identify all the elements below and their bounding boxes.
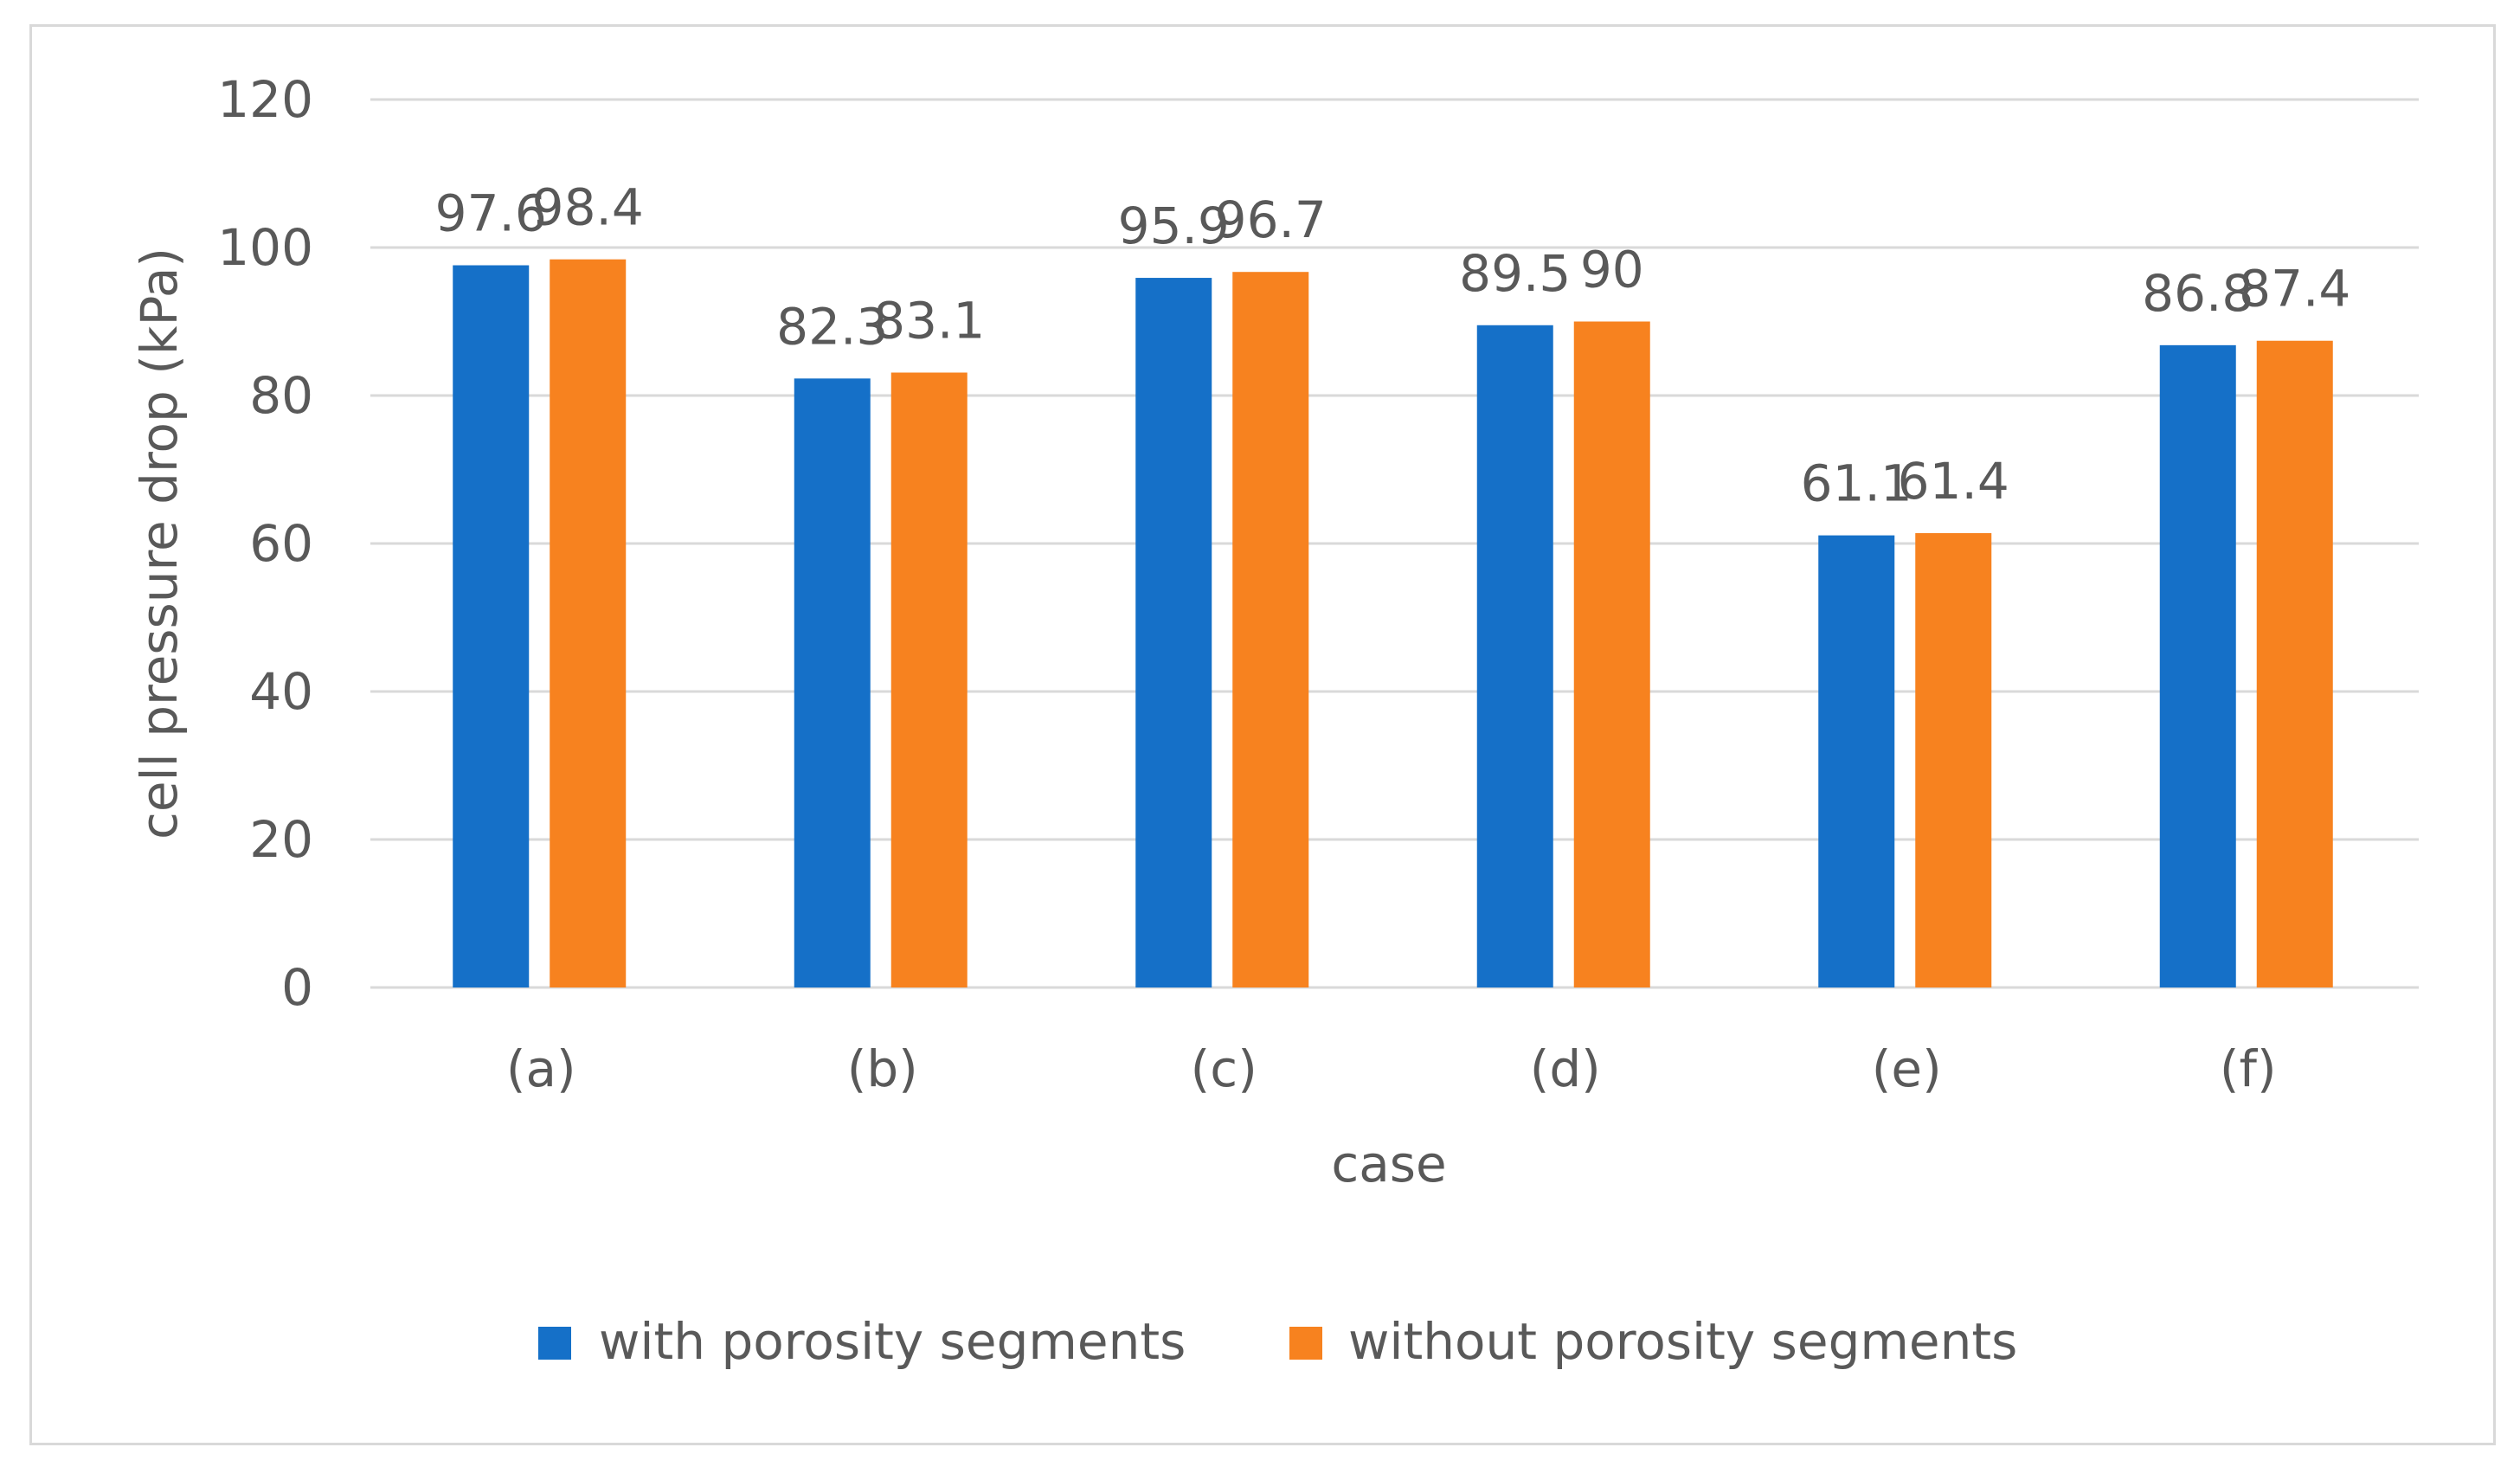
bars [453,259,2333,988]
y-axis-title: cell pressure drop (kPa) [130,248,189,839]
x-tick-label: (b) [847,1039,918,1098]
data-label: 89.5 [1459,244,1571,303]
bar [2256,340,2333,988]
legend-label-with-porosity: with porosity segments [599,1312,1186,1371]
bar [1232,272,1309,988]
x-tick-label: (f) [2220,1039,2277,1098]
bar [2159,344,2236,987]
x-axis-title: case [1331,1135,1446,1193]
bar [794,378,871,988]
x-axis-ticks: (a) (b) (c) (d) (e) (f) [506,1039,2277,1098]
bar [453,265,530,987]
x-tick-label: (a) [506,1039,576,1098]
legend-swatch-without-porosity [1289,1327,1322,1360]
data-label: 61.1 [1801,454,1912,513]
data-label: 87.4 [2239,260,2350,318]
y-tick-label: 80 [249,366,313,425]
bar [1135,278,1212,987]
legend-label-without-porosity: without porosity segments [1348,1312,2017,1371]
data-label: 86.8 [2142,264,2253,323]
data-label: 96.7 [1215,190,1327,249]
legend-item-without-porosity[interactable]: without porosity segments [1289,1312,2017,1371]
y-tick-label: 20 [249,810,313,869]
bar [550,259,627,987]
gridlines [370,98,2419,989]
y-tick-label: 120 [217,70,313,129]
data-label: 83.1 [873,291,985,350]
y-tick-label: 100 [217,218,313,277]
legend: with porosity segments without porosity … [538,1312,2017,1371]
data-label: 95.9 [1118,196,1230,255]
x-tick-label: (e) [1872,1039,1942,1098]
x-tick-label: (c) [1191,1039,1257,1098]
y-tick-label: 0 [281,958,313,1017]
y-tick-label: 40 [249,662,313,721]
x-tick-label: (d) [1530,1039,1601,1098]
y-axis-ticks: 0 20 40 60 80 100 120 [217,70,313,1017]
data-label: 82.3 [776,297,888,356]
bar [1476,325,1553,987]
legend-item-with-porosity[interactable]: with porosity segments [538,1312,1186,1371]
bar [1915,533,1992,987]
data-label: 90 [1580,241,1644,299]
data-label: 61.4 [1898,452,2009,511]
data-label: 97.6 [435,184,547,243]
data-labels: 97.698.4 82.383.1 95.996.7 89.5 90 61.161.4 86… [435,178,2351,513]
bar [1818,535,1895,987]
data-label: 98.4 [532,178,644,237]
bar [1573,321,1650,987]
bar [890,372,968,987]
y-tick-label: 60 [249,514,313,573]
legend-swatch-with-porosity [538,1327,571,1360]
